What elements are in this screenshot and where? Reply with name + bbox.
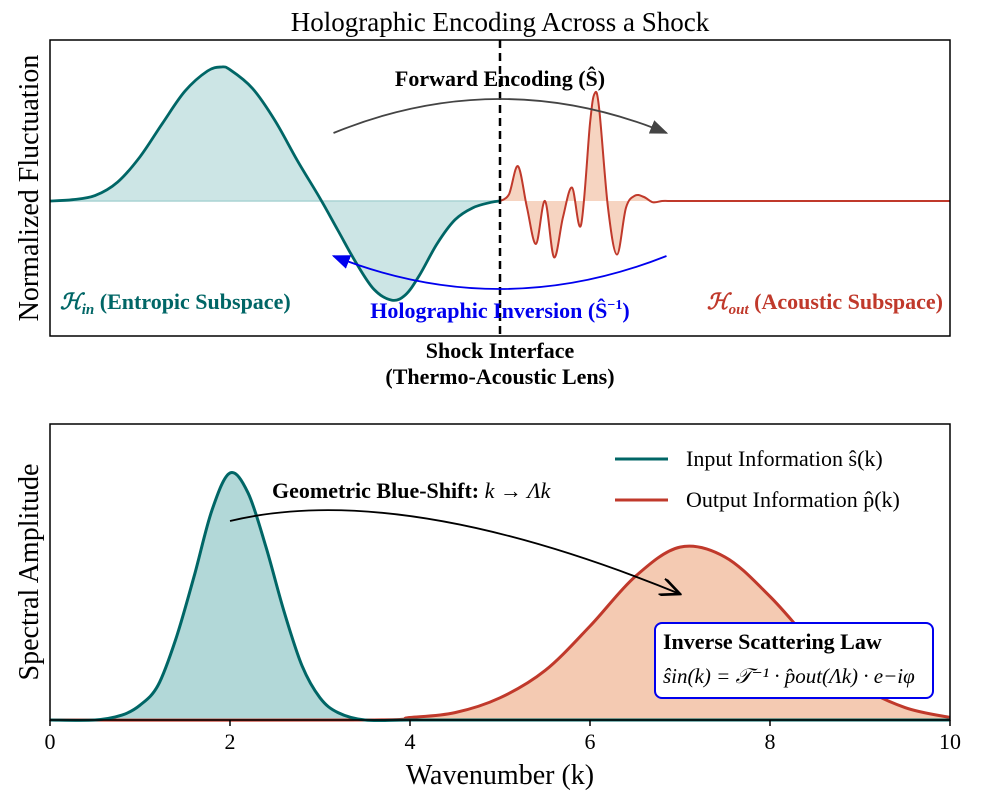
input-fill bbox=[50, 472, 950, 721]
top-title: Holographic Encoding Across a Shock bbox=[291, 7, 710, 37]
acoustic-fill bbox=[500, 91, 950, 258]
bottom-ylabel: Spectral Amplitude bbox=[14, 464, 45, 681]
x-axis-label: Wavenumber (k) bbox=[406, 760, 594, 791]
bottom-axes-frame bbox=[49, 423, 951, 721]
top-panel: Holographic Encoding Across a Shock Norm… bbox=[14, 7, 951, 389]
thermo-acoustic-lens-label: (Thermo-Acoustic Lens) bbox=[385, 364, 614, 389]
acoustic-line bbox=[499, 90, 950, 259]
legend: Input Information ŝ(k) Output Informatio… bbox=[615, 446, 900, 512]
h-in-label: ℋin (Entropic Subspace) bbox=[60, 289, 291, 318]
forward-encoding-label: Forward Encoding (Ŝ) bbox=[395, 66, 605, 91]
forward-encoding-arrow bbox=[333, 98, 669, 134]
shock-interface-label: Shock Interface bbox=[426, 338, 575, 363]
x-tick-label: 6 bbox=[585, 729, 596, 754]
x-tick-label: 8 bbox=[765, 729, 776, 754]
x-tick-label: 2 bbox=[225, 729, 236, 754]
x-axis-ticks: 0 2 4 6 8 10 bbox=[45, 720, 961, 754]
blue-shift-label: Geometric Blue-Shift: k → Λk bbox=[272, 478, 552, 503]
x-tick-label: 10 bbox=[939, 729, 961, 754]
law-formula: ŝin(k) = 𝒯⁻¹ · p̂out(Λk) · e−iφ bbox=[663, 664, 915, 688]
holographic-inversion-label: Holographic Inversion (Ŝ−1) bbox=[370, 298, 629, 323]
holographic-inversion-arrow bbox=[331, 255, 667, 290]
entropic-line bbox=[49, 65, 501, 302]
law-title: Inverse Scattering Law bbox=[663, 629, 882, 654]
inverse-scattering-law-box: Inverse Scattering Law ŝin(k) = 𝒯⁻¹ · p̂… bbox=[654, 622, 934, 699]
legend-label-output: Output Information p̂(k) bbox=[686, 487, 900, 512]
top-ylabel: Normalized Fluctuation bbox=[14, 55, 45, 322]
legend-label-input: Input Information ŝ(k) bbox=[686, 446, 883, 471]
blue-shift-arrow bbox=[229, 509, 680, 594]
h-out-label: ℋout (Acoustic Subspace) bbox=[707, 289, 943, 318]
top-axes-frame bbox=[49, 39, 951, 337]
x-tick-label: 4 bbox=[405, 729, 416, 754]
bottom-panel: Spectral Amplitude Geometric Blue-Shift:… bbox=[14, 423, 961, 791]
x-tick-label: 0 bbox=[45, 729, 56, 754]
